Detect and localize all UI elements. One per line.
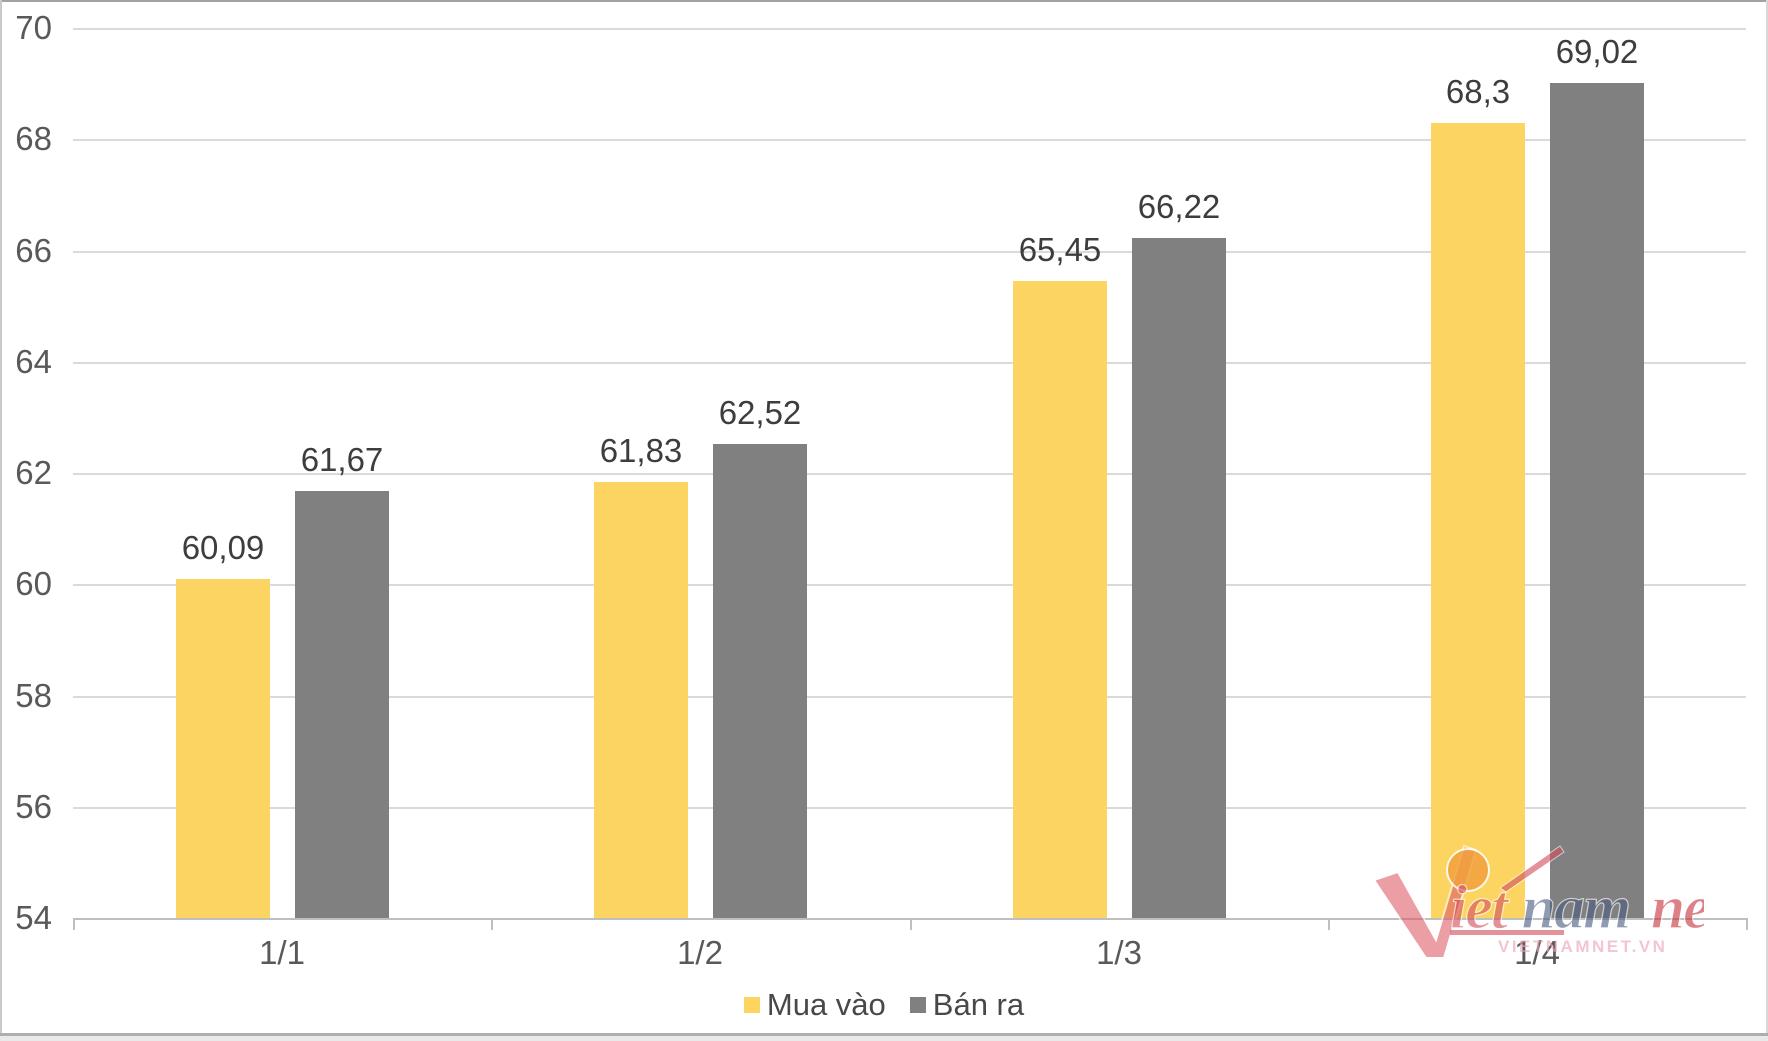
gridline	[73, 28, 1746, 30]
y-axis-tick-label: 58	[15, 677, 52, 714]
bar-value-label: 65,45	[1018, 231, 1102, 268]
x-axis-tick	[491, 918, 493, 930]
x-axis-tick	[910, 918, 912, 930]
bar-mua-vao	[1431, 123, 1525, 918]
y-axis-tick-label: 60	[15, 565, 52, 602]
gridline	[73, 584, 1746, 586]
chart-legend: Mua vào Bán ra	[0, 989, 1768, 1020]
frame-border-right	[1766, 0, 1768, 1041]
y-axis-tick-label: 64	[15, 343, 52, 380]
bar-value-label: 61,83	[599, 432, 683, 469]
gridline	[73, 362, 1746, 364]
bar-value-label: 68,3	[1445, 73, 1511, 110]
legend-swatch-icon	[743, 996, 760, 1013]
bar-mua-vao	[594, 482, 688, 918]
gridline	[73, 807, 1746, 809]
frame-border-left	[0, 0, 2, 1041]
bar-value-label: 66,22	[1137, 188, 1221, 225]
x-axis-category-label: 1/2	[677, 934, 723, 971]
bar-ban-ra	[713, 444, 807, 918]
x-axis-tick	[73, 918, 75, 930]
frame-border-bottom	[0, 1033, 1768, 1041]
x-axis-category-label: 1/3	[1096, 934, 1142, 971]
gridline	[73, 473, 1746, 475]
bar-ban-ra	[1550, 83, 1644, 918]
bar-mua-vao	[176, 579, 270, 918]
gridline	[73, 696, 1746, 698]
bar-ban-ra	[1132, 238, 1226, 918]
gridline	[73, 139, 1746, 141]
y-axis-tick-label: 66	[15, 232, 52, 269]
legend-label: Bán ra	[932, 987, 1025, 1022]
x-axis-tick	[1328, 918, 1330, 930]
bar-value-label: 62,52	[718, 394, 802, 431]
y-axis-tick-label: 70	[15, 9, 52, 46]
y-axis-tick-label: 54	[15, 899, 52, 936]
y-axis-tick-label: 62	[15, 454, 52, 491]
bar-value-label: 61,67	[300, 441, 384, 478]
bar-ban-ra	[295, 491, 389, 918]
y-axis-tick-label: 56	[15, 788, 52, 825]
x-axis-category-label: 1/1	[259, 934, 305, 971]
bar-mua-vao	[1013, 281, 1107, 918]
legend-item-mua-vao: Mua vào	[743, 987, 886, 1022]
bar-value-label: 69,02	[1555, 33, 1639, 70]
x-axis-category-label: 1/4	[1514, 934, 1560, 971]
legend-swatch-icon	[909, 996, 926, 1013]
frame-border-top	[0, 0, 1768, 2]
x-axis-tick	[1746, 918, 1748, 930]
bar-value-label: 60,09	[181, 529, 265, 566]
legend-item-ban-ra: Bán ra	[909, 987, 1025, 1022]
x-axis-line	[73, 918, 1746, 920]
gridline	[73, 251, 1746, 253]
legend-label: Mua vào	[766, 987, 886, 1022]
y-axis-tick-label: 68	[15, 120, 52, 157]
